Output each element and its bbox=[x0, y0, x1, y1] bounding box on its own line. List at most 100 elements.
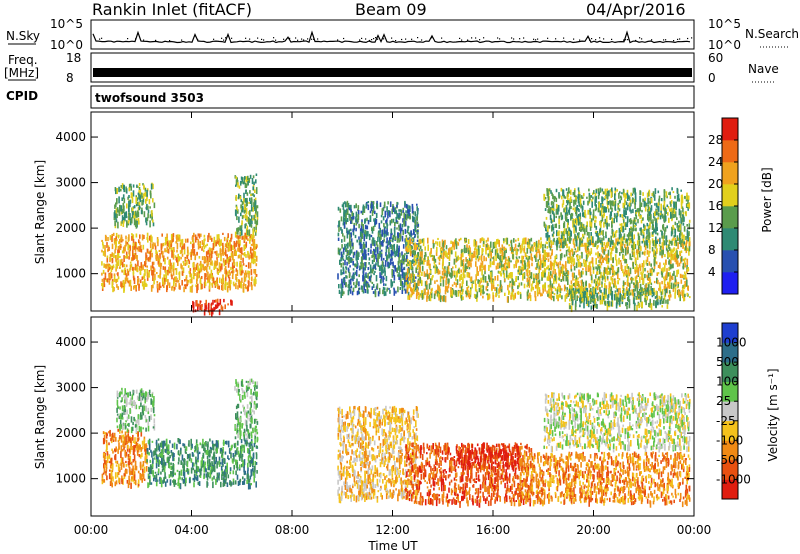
power-echo-cell bbox=[247, 250, 249, 256]
power-echo-cell bbox=[247, 181, 249, 186]
power-echo-cell bbox=[411, 238, 414, 241]
power-echo-cell bbox=[574, 199, 577, 205]
power-echo-cell bbox=[621, 223, 623, 227]
power-echo-cell bbox=[614, 204, 616, 211]
noise-search-dot bbox=[603, 38, 605, 40]
power-echo-cell bbox=[632, 238, 634, 244]
power-echo-cell bbox=[426, 284, 428, 290]
power-echo-cell bbox=[357, 218, 359, 223]
power-echo-cell bbox=[149, 190, 152, 196]
power-echo-cell bbox=[642, 234, 645, 239]
power-echo-cell bbox=[636, 253, 639, 260]
power-echo-cell bbox=[223, 261, 226, 267]
power-echo-cell bbox=[554, 269, 556, 276]
power-echo-cell bbox=[538, 248, 540, 252]
power-echo-cell bbox=[541, 276, 543, 281]
power-echo-cell bbox=[403, 272, 405, 278]
power-echo-cell bbox=[170, 262, 173, 270]
power-echo-cell bbox=[683, 247, 686, 251]
power-echo-cell bbox=[380, 268, 383, 275]
power-echo-cell bbox=[228, 258, 230, 265]
power-echo-cell bbox=[189, 268, 192, 271]
noise-search-dot bbox=[555, 38, 557, 40]
power-echo-cell bbox=[541, 260, 543, 264]
power-echo-cell bbox=[536, 262, 538, 269]
power-echo-cell bbox=[181, 238, 184, 246]
power-echo-cell bbox=[474, 279, 476, 285]
power-echo-cell bbox=[656, 272, 659, 276]
power-echo-cell bbox=[470, 259, 472, 263]
noise-search-dot bbox=[231, 37, 233, 39]
power-echo-cell bbox=[535, 240, 538, 248]
power-echo-cell bbox=[340, 251, 343, 258]
power-echo-cell bbox=[233, 245, 236, 249]
power-echo-cell bbox=[662, 246, 664, 252]
power-echo-cell bbox=[672, 273, 674, 276]
power-echo-cell bbox=[165, 270, 167, 277]
power-echo-cell bbox=[651, 272, 653, 276]
power-echo-cell bbox=[619, 290, 621, 294]
power-echo-cell bbox=[601, 241, 603, 248]
power-echo-cell bbox=[558, 215, 560, 219]
power-echo-cell bbox=[456, 279, 459, 285]
power-echo-cell bbox=[131, 266, 134, 271]
power-echo-cell bbox=[409, 245, 411, 250]
power-echo-cell bbox=[605, 220, 608, 227]
power-echo-cell bbox=[478, 282, 480, 288]
power-echo-cell bbox=[373, 251, 376, 258]
power-echo-cell bbox=[644, 250, 646, 254]
power-echo-cell bbox=[578, 191, 581, 195]
power-echo-cell bbox=[390, 244, 392, 249]
power-echo-cell bbox=[598, 259, 600, 263]
power-echo-cell bbox=[462, 296, 464, 300]
power-echo-cell bbox=[390, 279, 392, 286]
power-echo-cell bbox=[347, 202, 350, 210]
power-echo-cell bbox=[607, 257, 610, 263]
power-echo-cell bbox=[349, 234, 351, 240]
power-echo-cell bbox=[377, 230, 380, 233]
power-echo-cell bbox=[405, 203, 408, 209]
power-echo-cell bbox=[385, 220, 387, 224]
power-echo-cell bbox=[562, 241, 564, 249]
power-echo-cell bbox=[249, 235, 251, 238]
power-echo-cell bbox=[606, 276, 609, 279]
power-echo-cell bbox=[390, 228, 393, 234]
power-echo-cell bbox=[250, 224, 253, 228]
power-echo-cell bbox=[239, 268, 241, 271]
power-echo-cell bbox=[613, 283, 615, 288]
noise-search-dot bbox=[459, 37, 461, 39]
noise-search-dot bbox=[635, 39, 637, 42]
power-echo-cell bbox=[410, 287, 412, 292]
power-echo-cell bbox=[408, 271, 410, 275]
power-echo-cell bbox=[655, 221, 657, 228]
power-echo-cell bbox=[482, 285, 485, 291]
power-echo-cell bbox=[670, 256, 672, 260]
power-echo-cell bbox=[542, 284, 544, 290]
power-echo-cell bbox=[653, 280, 656, 284]
power-echo-cell bbox=[241, 247, 243, 255]
noise-search-dot bbox=[599, 37, 601, 39]
power-echo-cell bbox=[124, 256, 127, 259]
power-echo-cell bbox=[661, 198, 663, 202]
power-echo-cell bbox=[238, 193, 240, 199]
power-echo-cell bbox=[229, 258, 232, 262]
power-echo-cell bbox=[416, 264, 419, 270]
power-echo-cell bbox=[630, 258, 633, 261]
power-echo-cell bbox=[192, 246, 194, 253]
power-echo-cell bbox=[174, 255, 177, 258]
freq-series-band bbox=[93, 68, 692, 77]
power-echo-cell bbox=[551, 249, 553, 255]
noise-search-dot bbox=[639, 37, 641, 39]
power-echo-cell bbox=[679, 213, 682, 218]
power-echo-cell bbox=[642, 238, 645, 243]
power-echo-cell bbox=[150, 192, 152, 199]
power-echo-cell bbox=[674, 229, 676, 234]
power-echo-cell bbox=[568, 229, 570, 236]
power-echo-cell bbox=[636, 280, 638, 285]
power-echo-cell bbox=[568, 252, 571, 255]
power-echo-cell bbox=[678, 220, 680, 224]
power-echo-cell bbox=[668, 267, 670, 271]
power-echo-cell bbox=[353, 205, 356, 209]
power-echo-cell bbox=[407, 291, 410, 298]
nsearch-label: N.Search bbox=[745, 27, 799, 41]
